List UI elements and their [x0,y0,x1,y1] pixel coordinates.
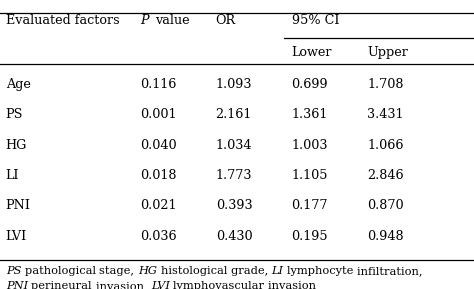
Text: lymphovascular: lymphovascular [173,281,268,289]
Text: invasion,: invasion, [96,281,151,289]
Text: 1.066: 1.066 [367,139,404,152]
Text: PS: PS [6,108,23,121]
Text: pathological: pathological [25,266,100,276]
Text: invasion: invasion [268,281,319,289]
Text: 1.105: 1.105 [292,169,328,182]
Text: 1.361: 1.361 [292,108,328,121]
Text: 1.034: 1.034 [216,139,252,152]
Text: 0.040: 0.040 [140,139,176,152]
Text: Lower: Lower [292,46,332,59]
Text: PNI: PNI [6,199,31,212]
Text: HG: HG [6,139,27,152]
Text: 0.116: 0.116 [140,78,176,91]
Text: 2.161: 2.161 [216,108,252,121]
Text: HG: HG [138,266,161,276]
Text: stage,: stage, [100,266,138,276]
Text: P: P [140,14,148,27]
Text: LVI: LVI [6,230,27,243]
Text: 3.431: 3.431 [367,108,404,121]
Text: histological: histological [161,266,230,276]
Text: value: value [155,14,190,27]
Text: grade,: grade, [230,266,272,276]
Text: perineural: perineural [31,281,96,289]
Text: 0.195: 0.195 [292,230,328,243]
Text: 0.036: 0.036 [140,230,176,243]
Text: 0.699: 0.699 [292,78,328,91]
Text: lymphocyte: lymphocyte [287,266,357,276]
Text: 0.018: 0.018 [140,169,176,182]
Text: 1.003: 1.003 [292,139,328,152]
Text: 0.393: 0.393 [216,199,252,212]
Text: PNI: PNI [6,281,31,289]
Text: 0.948: 0.948 [367,230,404,243]
Text: 2.846: 2.846 [367,169,404,182]
Text: 0.177: 0.177 [292,199,328,212]
Text: PS: PS [6,266,25,276]
Text: 0.870: 0.870 [367,199,404,212]
Text: 0.430: 0.430 [216,230,252,243]
Text: 1.708: 1.708 [367,78,404,91]
Text: Evaluated factors: Evaluated factors [6,14,119,27]
Text: infiltration,: infiltration, [357,266,426,276]
Text: LI: LI [6,169,19,182]
Text: Upper: Upper [367,46,408,59]
Text: LI: LI [272,266,287,276]
Text: 1.093: 1.093 [216,78,252,91]
Text: 0.021: 0.021 [140,199,176,212]
Text: Age: Age [6,78,30,91]
Text: 95% CI: 95% CI [292,14,339,27]
Text: OR: OR [216,14,236,27]
Text: LVI: LVI [151,281,173,289]
Text: 1.773: 1.773 [216,169,252,182]
Text: 0.001: 0.001 [140,108,176,121]
